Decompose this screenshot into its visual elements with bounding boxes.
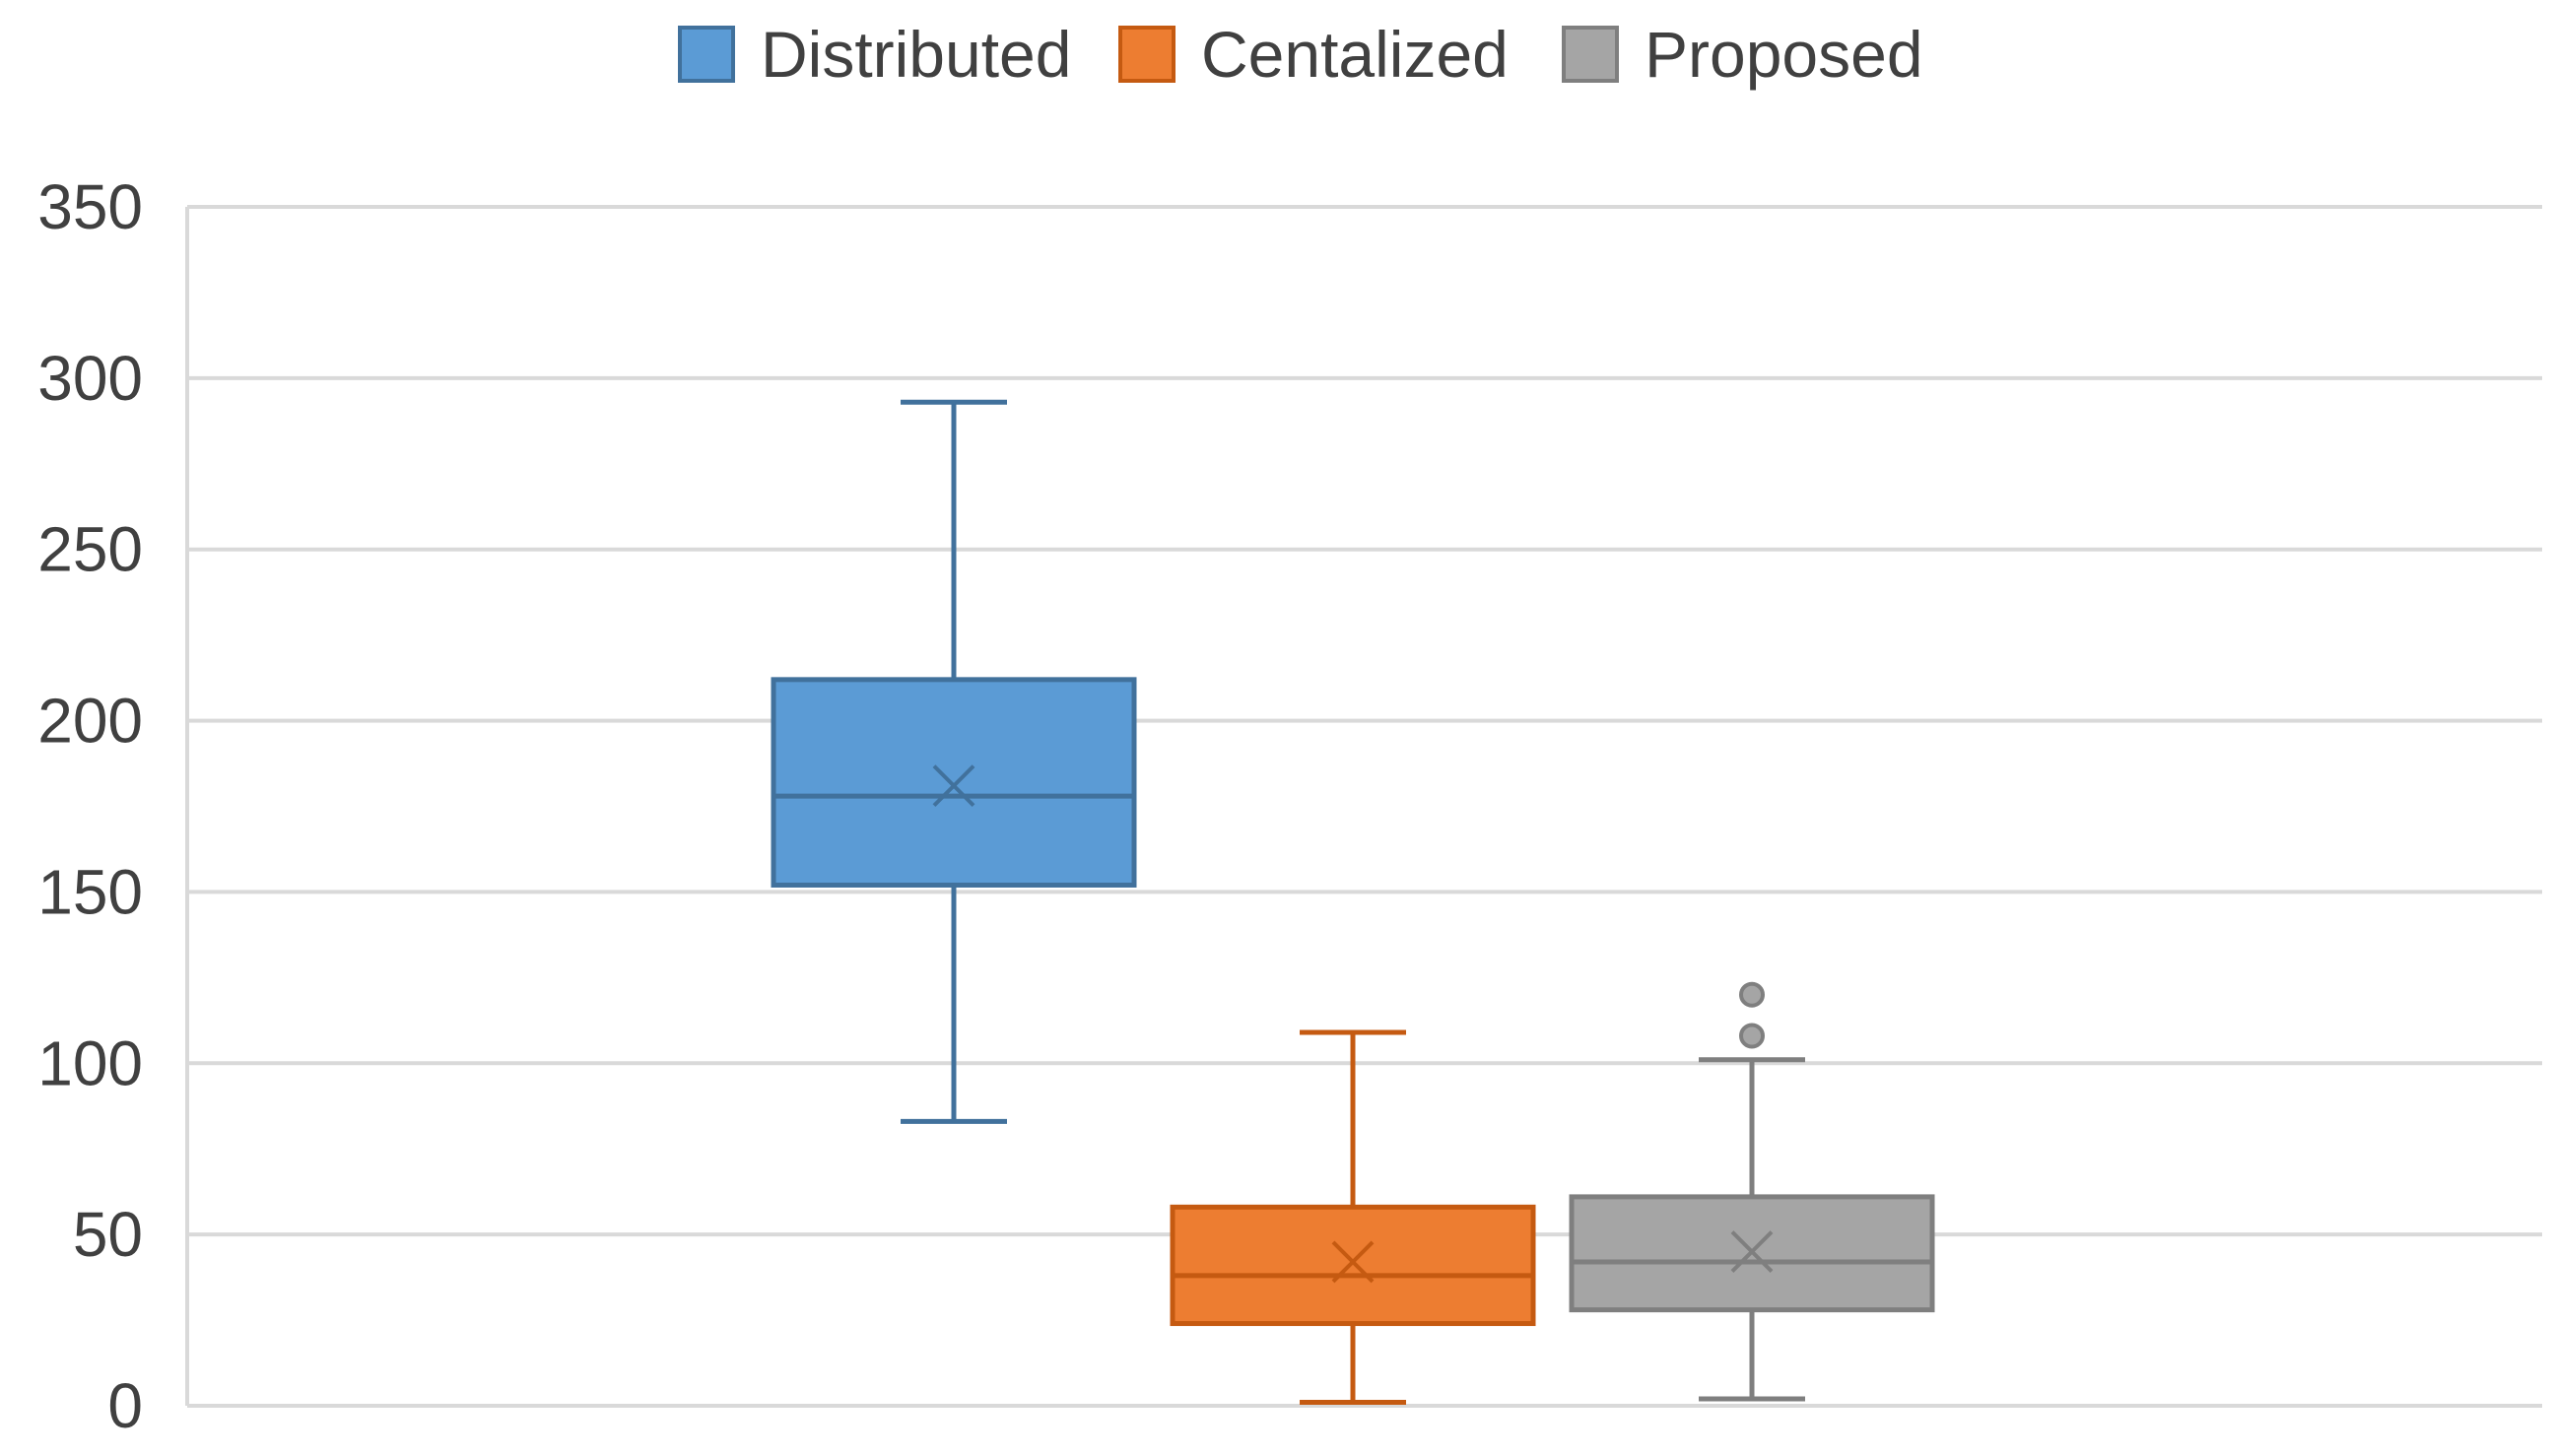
- legend-swatch-distributed: [678, 26, 735, 83]
- outlier-point-proposed-1: [1739, 981, 1765, 1008]
- box-group-centalized: [1170, 1029, 1536, 1406]
- outlier-point-proposed-0: [1739, 1023, 1765, 1049]
- mean-marker-distributed: [932, 764, 975, 808]
- legend-item-proposed: Proposed: [1562, 18, 1923, 91]
- y-tick-label-50: 50: [73, 1199, 143, 1270]
- gridlines: [185, 205, 2542, 1408]
- legend-swatch-proposed: [1562, 26, 1619, 83]
- mean-marker-stroke-b: [1730, 1230, 1774, 1273]
- box-centalized: [1170, 1204, 1536, 1327]
- legend-swatch-centalized: [1118, 26, 1176, 83]
- y-tick-label-0: 0: [107, 1370, 143, 1441]
- y-tick-label-200: 200: [37, 686, 143, 757]
- y-tick-label-150: 150: [37, 856, 143, 927]
- legend-label-distributed: Distributed: [761, 18, 1071, 91]
- y-tick-label-250: 250: [37, 514, 143, 585]
- legend-item-distributed: Distributed: [678, 18, 1071, 91]
- box-group-proposed: [1569, 981, 1935, 1402]
- legend-label-proposed: Proposed: [1645, 18, 1923, 91]
- box-group-distributed: [771, 399, 1137, 1124]
- mean-marker-stroke-b: [932, 764, 975, 808]
- legend: Distributed Centalized Proposed: [678, 18, 1923, 91]
- y-axis-tick-labels: 0 50 100 150 200 250 300 350: [37, 171, 143, 1441]
- y-tick-label-100: 100: [37, 1027, 143, 1098]
- legend-label-centalized: Centalized: [1201, 18, 1509, 91]
- mean-marker-centalized: [1331, 1240, 1375, 1284]
- legend-item-centalized: Centalized: [1118, 18, 1509, 91]
- y-tick-label-300: 300: [37, 343, 143, 414]
- y-tick-label-350: 350: [37, 171, 143, 242]
- mean-marker-stroke-b: [1331, 1240, 1375, 1284]
- box-distributed: [771, 677, 1137, 888]
- mean-marker-proposed: [1730, 1230, 1774, 1273]
- box-plot-series: [771, 399, 1935, 1406]
